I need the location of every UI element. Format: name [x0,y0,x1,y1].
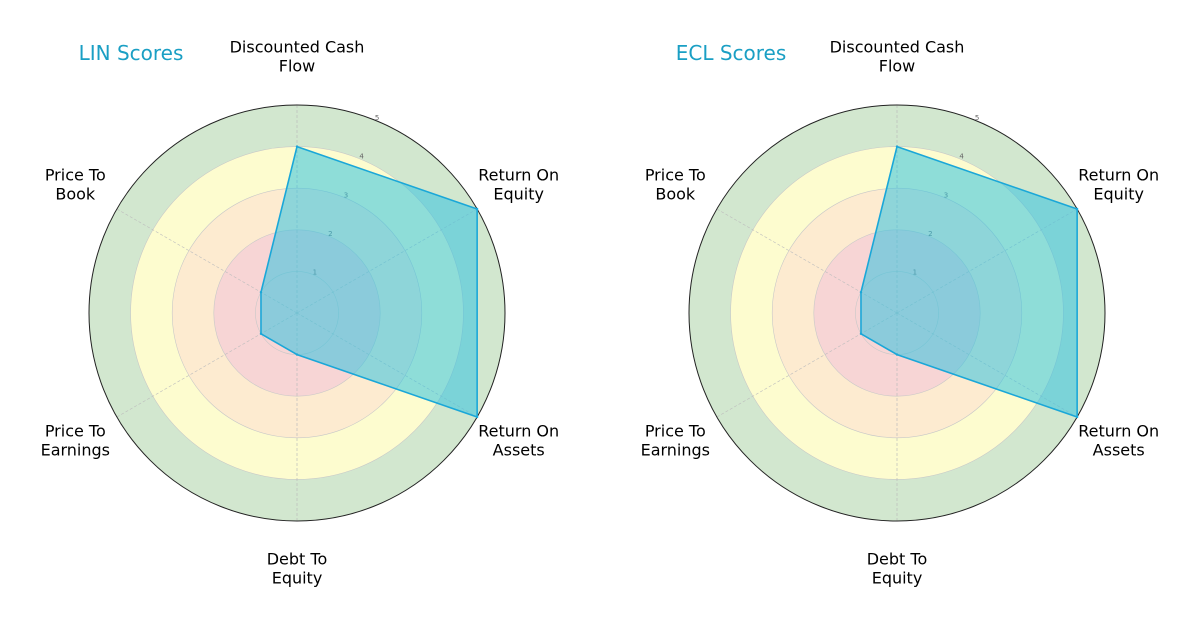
axis-label: Return On Assets [1078,422,1159,460]
score-point-2 [475,207,479,211]
r-tick-label: 5 [975,114,979,122]
axis-label: Discounted Cash Flow [230,38,365,76]
score-point-5 [259,332,263,335]
axis-label: Price To Book [45,166,106,204]
r-tick-label: 5 [375,114,379,122]
score-point-1 [295,145,299,148]
axis-label: Price To Earnings [41,422,110,460]
score-point-1 [895,145,899,148]
score-point-2 [1075,207,1079,211]
score-point-3 [1075,415,1079,419]
chart-title: LIN Scores [79,41,184,65]
r-tick-label: 4 [359,153,364,161]
axis-label: Price To Book [645,166,706,204]
score-point-4 [895,353,899,356]
axis-label: Return On Equity [1078,166,1159,204]
axis-label: Return On Assets [478,422,559,460]
chart-title: ECL Scores [676,41,787,65]
outer-border [88,104,506,522]
axis-label: Debt To Equity [267,550,328,588]
axis-label: Price To Earnings [641,422,710,460]
r-tick-label: 4 [959,153,964,161]
axis-label: Debt To Equity [867,550,928,588]
outer-border [688,104,1106,522]
score-point-3 [475,415,479,419]
score-point-5 [859,332,863,335]
axis-label: Return On Equity [478,166,559,204]
score-point-6 [859,291,863,294]
axis-label: Discounted Cash Flow [830,38,965,76]
score-point-4 [295,353,299,356]
score-point-6 [259,291,263,294]
